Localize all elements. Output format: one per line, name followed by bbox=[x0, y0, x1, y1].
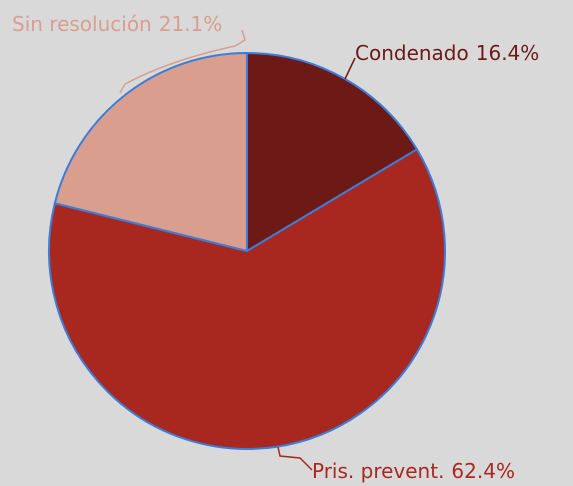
slice-label: Sin resolución 21.1% bbox=[12, 12, 222, 36]
pie-slice bbox=[48, 147, 446, 450]
slice-label: Condenado 16.4% bbox=[355, 41, 539, 65]
leader-line bbox=[277, 446, 313, 471]
slice-name: Sin resolución bbox=[12, 12, 152, 36]
slice-name: Condenado bbox=[355, 41, 469, 65]
slice-label: Pris. prevent. 62.4% bbox=[312, 459, 515, 483]
slice-value: 62.4% bbox=[451, 459, 515, 483]
slice-name: Pris. prevent. bbox=[312, 459, 444, 483]
slice-value: 21.1% bbox=[159, 12, 223, 36]
pie-slice bbox=[53, 51, 248, 253]
slice-value: 16.4% bbox=[476, 41, 540, 65]
leader-line bbox=[119, 29, 246, 94]
leader-line bbox=[344, 57, 356, 80]
